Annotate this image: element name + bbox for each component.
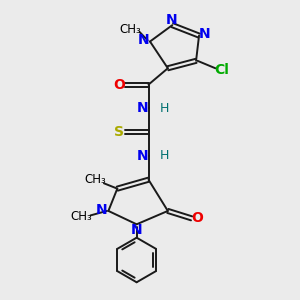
Text: CH₃: CH₃ [71, 210, 92, 224]
Text: N: N [138, 33, 150, 47]
Text: H: H [160, 102, 170, 115]
Text: S: S [114, 125, 124, 139]
Text: H: H [160, 149, 170, 162]
Text: N: N [96, 203, 108, 217]
Text: N: N [166, 13, 178, 27]
Text: CH₃: CH₃ [120, 23, 142, 36]
Text: N: N [137, 149, 148, 163]
Text: O: O [191, 212, 203, 225]
Text: Cl: Cl [214, 63, 229, 77]
Text: CH₃: CH₃ [84, 173, 106, 186]
Text: N: N [137, 101, 148, 116]
Text: N: N [199, 27, 211, 41]
Text: O: O [113, 78, 125, 92]
Text: N: N [131, 223, 142, 237]
